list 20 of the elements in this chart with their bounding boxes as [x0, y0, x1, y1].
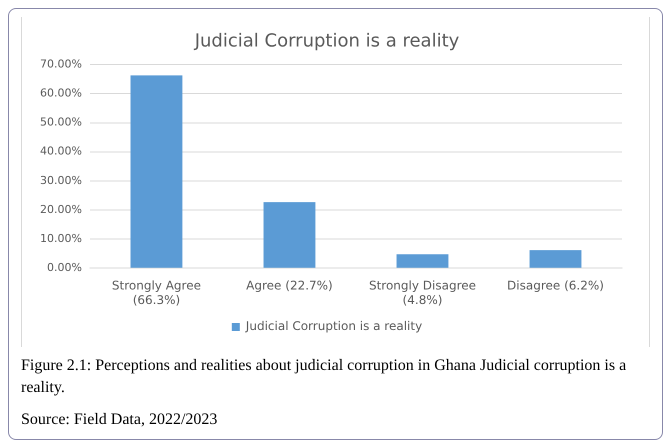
legend-label: Judicial Corruption is a reality — [244, 319, 422, 334]
y-tick-label: 60.00% — [40, 86, 82, 100]
bar — [530, 250, 582, 268]
x-tick-label: Strongly Agree (66.3%) — [112, 278, 201, 307]
y-tick-label: 50.00% — [40, 116, 82, 129]
y-tick-label: 30.00% — [40, 174, 82, 187]
x-tick-label: Agree (22.7%) — [246, 278, 333, 293]
y-tick-label: 0.00% — [46, 261, 82, 274]
y-tick-label: 10.00% — [40, 232, 82, 245]
y-tick-label: 20.00% — [40, 202, 82, 216]
x-tick-label: Disagree (6.2%) — [507, 278, 604, 293]
bar — [264, 202, 316, 268]
chart-title: Judicial Corruption is a reality — [194, 30, 460, 52]
y-tick-label: 70.00% — [40, 57, 82, 70]
bar — [396, 254, 448, 268]
source-note: Source: Field Data, 2022/2023 — [21, 410, 218, 430]
y-tick-label: 40.00% — [40, 144, 82, 158]
bar — [130, 75, 182, 268]
x-tick-label: Strongly Disagree (4.8%) — [368, 278, 476, 307]
caption: Figure 2.1: Perceptions and realities about judicial corruption in Ghana Judicial corruption is a reality. — [21, 356, 628, 398]
